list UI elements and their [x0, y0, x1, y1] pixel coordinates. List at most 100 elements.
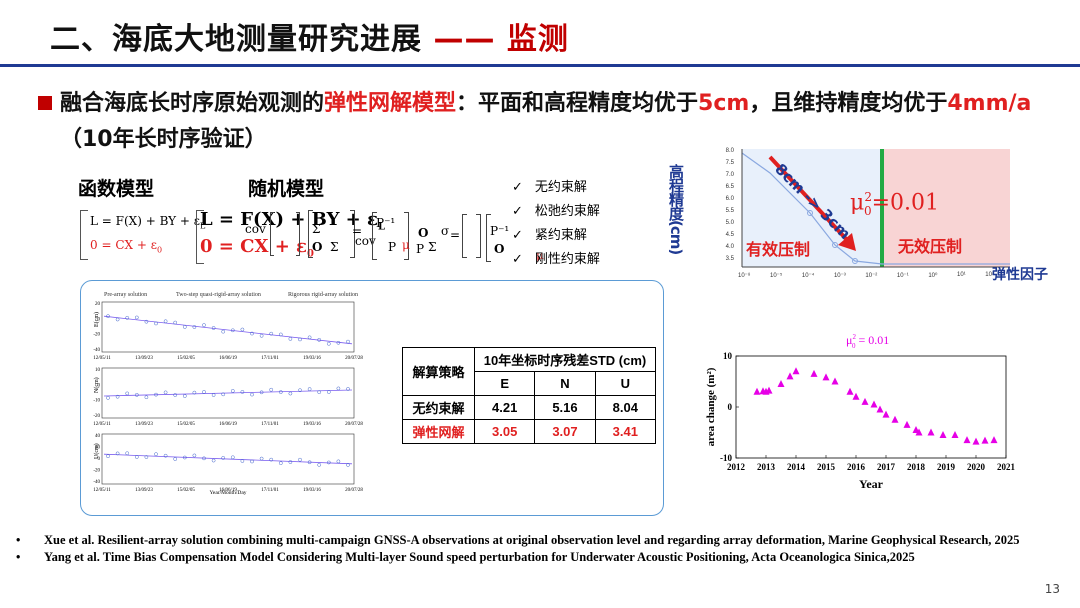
- sigma-sym-2: Σ: [330, 240, 339, 254]
- ts-xtick: 17/11/01: [261, 422, 279, 427]
- ts-point: [211, 458, 216, 463]
- mu-sym-2: μ: [536, 248, 544, 262]
- ts-point: [278, 461, 283, 465]
- ts-xtick: 19/03/16: [303, 488, 321, 493]
- area-ylabel: area change (m²): [705, 367, 717, 446]
- ts-point: [144, 455, 149, 459]
- curve-point: [852, 258, 858, 264]
- p-L: P: [388, 240, 397, 254]
- sigma-text-1: σ: [441, 224, 450, 238]
- ts-point: [115, 394, 120, 399]
- area-data-point: [777, 380, 785, 388]
- area-data-point: [990, 436, 998, 444]
- ts-point: [202, 456, 206, 461]
- eq-sign-2: =: [352, 224, 363, 238]
- ts-point: [182, 325, 187, 329]
- constraint-item: ✓ 紧约束解: [512, 228, 587, 243]
- sigma-sym-1: Σ: [312, 222, 321, 236]
- matrix-bracket-4: [350, 210, 355, 258]
- area-data-point: [753, 387, 761, 395]
- headline-part6: 4mm/a: [947, 91, 1032, 116]
- area-data-point: [891, 415, 899, 423]
- ts-legend-0: Pre-array solution: [104, 292, 147, 298]
- ts-point: [317, 462, 322, 467]
- ts-ytick: -20: [93, 469, 100, 474]
- area-data-point: [822, 373, 830, 381]
- ts-xtick: 13/09/23: [135, 488, 153, 493]
- ts-point: [317, 337, 322, 342]
- ts-point: [106, 396, 110, 400]
- strategy-header: 解算策略: [402, 347, 475, 396]
- area-xtick: 2014: [787, 462, 806, 472]
- cov-text-2: cov: [355, 234, 376, 248]
- elastic-mu-label: μ20=0.01: [850, 190, 940, 218]
- ts-panel-frame: [101, 367, 355, 419]
- random-eq2: 0 = CX + ε0: [200, 236, 314, 260]
- ts-point: [134, 455, 139, 459]
- area-xtick: 2016: [847, 462, 866, 472]
- matrix-bracket-8: [476, 214, 481, 258]
- random-brace: [196, 210, 204, 264]
- page-number: 13: [1044, 582, 1060, 596]
- matrix-bracket-7: [462, 214, 467, 258]
- area-xtick: 2021: [997, 462, 1016, 472]
- area-data-point: [870, 400, 878, 408]
- ts-ytick: -20: [93, 414, 100, 419]
- area-xlabel: Year: [859, 477, 884, 491]
- ts-point: [211, 393, 216, 397]
- effective-label: 有效压制: [746, 240, 811, 259]
- ts-ytick: -20: [93, 333, 100, 338]
- constraint-item: ✓ 刚性约束解: [512, 252, 600, 267]
- time-series-chart: Pre-array solution Two-step quasi-rigid-…: [93, 292, 363, 496]
- col-e: E: [473, 371, 536, 396]
- area-data-point: [786, 372, 794, 380]
- area-ytick: 10: [723, 351, 733, 361]
- area-change-chart: μ2 0 = 0.01 2012 2013 2014 2015 2016 2017 2018 20…: [705, 333, 1016, 491]
- ts-ytick: 20: [95, 446, 101, 451]
- ts-point: [250, 392, 254, 397]
- ts-point: [125, 451, 130, 456]
- matrix-bracket-9: [486, 214, 491, 262]
- constraint-item: ✓ 松弛约束解: [512, 204, 600, 219]
- ts-xtick: 20/07/28: [345, 422, 363, 427]
- area-xtick: 2012: [727, 462, 746, 472]
- area-xtick: 2013: [757, 462, 776, 472]
- ts-point: [278, 390, 283, 394]
- elastic-ylabel: 高程精度(cm): [667, 164, 685, 255]
- ts-xtick: 15/02/05: [177, 356, 195, 361]
- ts-point: [346, 339, 350, 344]
- headline-part2: 弹性网解模型: [324, 91, 457, 116]
- elastic-factor-chart: [741, 149, 1010, 268]
- ts-point: [307, 335, 312, 340]
- area-xtick: 2019: [937, 462, 956, 472]
- ts-xtick: 16/06/19: [219, 356, 237, 361]
- ts-point: [125, 391, 130, 396]
- ts-point: [326, 341, 331, 346]
- area-data-point: [882, 410, 890, 418]
- ts-point: [307, 460, 312, 465]
- ts-point: [336, 340, 341, 345]
- ts-point: [230, 389, 235, 393]
- ts-ytick: -10: [93, 399, 100, 404]
- area-data-point: [927, 428, 935, 436]
- ts-point: [240, 327, 245, 332]
- square-bullet-icon: [38, 96, 52, 110]
- ts-point: [326, 390, 331, 394]
- ts-point: [134, 315, 139, 320]
- matrix-bracket-2: [296, 212, 300, 256]
- ts-point: [154, 321, 158, 326]
- results-table: 解算策略 10年坐标时序残差STD (cm) E N U 无约束解 4.21 5…: [402, 347, 657, 444]
- ts-point: [259, 333, 264, 338]
- ts-ytick: 40: [95, 434, 101, 439]
- ts-point: [317, 390, 322, 394]
- ts-point: [182, 394, 187, 398]
- eq-sign-1: =: [450, 228, 461, 242]
- ts-xtick: 12/05/11: [93, 422, 111, 427]
- function-eq1: L = F(X) + BY + εL: [90, 214, 206, 231]
- ts-xlabel: Year/Month/Day: [209, 490, 246, 496]
- ts-point: [144, 319, 149, 324]
- ts-legend-2: Rigorous rigid-array solution: [288, 292, 358, 298]
- col-n: N: [534, 371, 596, 396]
- table-row: 弹性网解 3.05 3.07 3.41: [402, 419, 657, 444]
- ts-xtick: 19/03/16: [303, 422, 321, 427]
